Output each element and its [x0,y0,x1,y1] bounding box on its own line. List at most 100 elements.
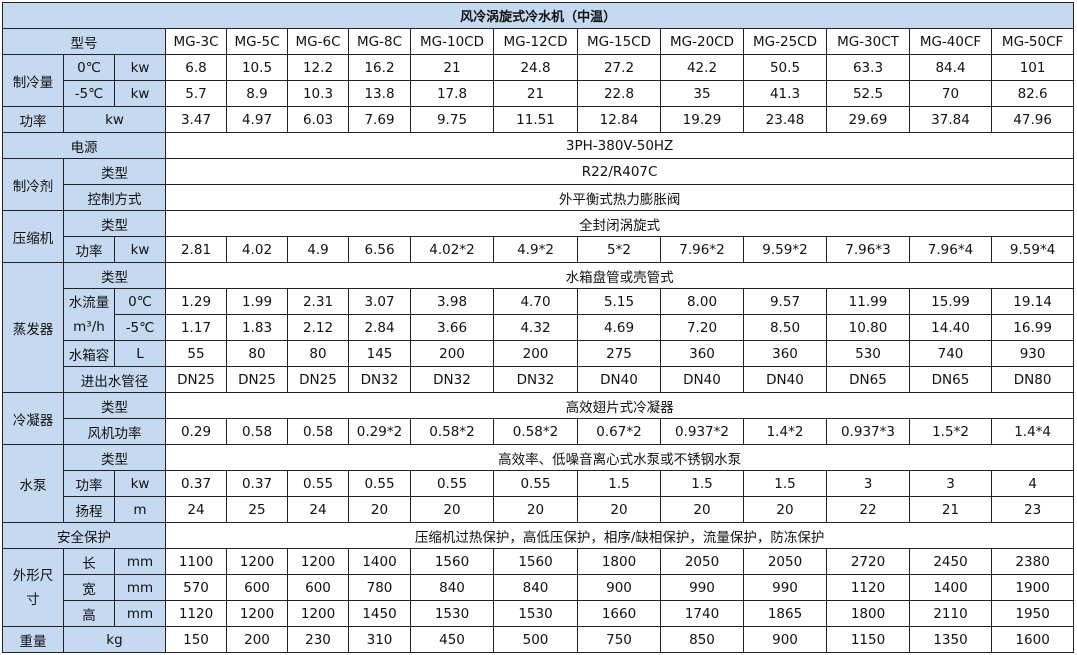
cell-cooling-m5: 17.8 [410,80,494,107]
cell-width: 600 [287,574,349,601]
cell-power: 6.03 [287,106,349,133]
cell-compressor-power: 7.96*4 [909,236,992,263]
cell-fan-power: 0.29*2 [348,418,411,445]
cell-pump-power: 1.5 [577,470,661,497]
label-model: 型号 [2,28,166,55]
label-dimensions: 外形尺寸 [2,548,64,627]
cell-width: 1900 [990,574,1075,601]
cell-width: 780 [348,574,411,601]
label-type: 类型 [63,158,166,185]
value-control: 外平衡式热力膨胀阀 [164,184,1075,211]
cell-flow-0: 5.15 [577,288,661,315]
table-row: 安全保护 压缩机过热保护，高低压保护，相序/缺相保护，流量保护，防冻保护 [2,522,1075,549]
label-condenser: 冷凝器 [2,392,64,445]
cell-height: 1450 [348,600,411,627]
cell-tank: 200 [493,340,578,367]
table-row: 水泵 类型 高效率、低噪音离心式水泵或不锈钢水泵 [2,444,1075,523]
cell-pipe: DN32 [348,366,411,393]
cell-pump-head: 24 [287,496,349,523]
label-height: 高 [63,600,115,627]
label-mm: mm [114,574,166,601]
cell-compressor-power: 9.59*2 [743,236,827,263]
label-kw: kw [114,470,166,497]
cell-cooling-0: 6.8 [165,54,227,81]
value-evaporator-type: 水箱盘管或壳管式 [164,262,1075,289]
model-name: MG-3C [165,28,227,55]
cell-flow-0: 15.99 [909,288,992,315]
cell-pipe: DN65 [909,366,992,393]
cell-length: 1400 [348,548,411,575]
value-condenser-type: 高效翅片式冷凝器 [164,392,1075,419]
cell-compressor-power: 9.59*4 [990,236,1075,263]
model-name: MG-10CD [410,28,494,55]
cell-pipe: DN40 [743,366,827,393]
label-control: 控制方式 [63,184,166,211]
cell-pump-power: 0.55 [410,470,494,497]
label-supply: 电源 [2,132,166,159]
cell-pipe: DN25 [287,366,349,393]
table-row: 制冷剂 类型 R22/R407C [2,158,1075,211]
label-type: 类型 [63,210,166,237]
label-evaporator: 蒸发器 [2,262,64,393]
label-power: 功率 [63,470,115,497]
cell-width: 840 [410,574,494,601]
cell-pump-power: 0.37 [165,470,227,497]
cell-weight: 500 [493,626,578,653]
cell-fan-power: 0.937*2 [660,418,744,445]
table-row: 制冷量 0℃ kw 6.8 10.5 12.2 16.2 21 24.8 27.2 42.2 50.5… [2,54,1075,107]
label-kw: kw [114,236,166,263]
cell-cooling-m5: 13.8 [348,80,411,107]
cell-pump-power: 0.55 [493,470,578,497]
cell-flow-m5: 4.69 [577,314,661,341]
cell-power: 3.47 [165,106,227,133]
cell-fan-power: 1.5*2 [909,418,992,445]
table-row: 型号 MG-3C MG-5C MG-6C MG-8C MG-10CD MG-12CD MG-1… [2,28,1075,55]
label-t0: 0℃ [114,288,166,315]
label-mm: mm [114,600,166,627]
label-tm5: -5℃ [63,80,115,107]
model-name: MG-15CD [577,28,661,55]
cell-flow-m5: 10.80 [826,314,910,341]
cell-compressor-power: 5*2 [577,236,661,263]
cell-flow-0: 3.98 [410,288,494,315]
model-name: MG-12CD [493,28,578,55]
table-row: 冷凝器 类型 高效翅片式冷凝器 [2,392,1075,445]
cell-cooling-m5: 22.8 [577,80,661,107]
cell-flow-m5: 1.17 [165,314,227,341]
label-kw: kw [114,54,166,81]
cell-length: 1200 [287,548,349,575]
model-name: MG-8C [348,28,411,55]
cell-power: 7.69 [348,106,411,133]
cell-width: 990 [743,574,827,601]
model-name: MG-20CD [660,28,744,55]
label-t0: 0℃ [63,54,115,81]
label-cooling: 制冷量 [2,54,64,107]
cell-tank: 930 [990,340,1075,367]
table-row: 外形尺寸长 mm 1100 1200 1200 1400 1560 1560 1800 2050 2… [2,548,1075,627]
cell-flow-0: 8.00 [660,288,744,315]
value-supply: 3PH-380V-50HZ [164,132,1075,159]
cell-pipe: DN25 [165,366,227,393]
cell-height: 1950 [990,600,1075,627]
cell-compressor-power: 4.02*2 [410,236,494,263]
cell-weight: 1150 [826,626,910,653]
cell-width: 600 [226,574,288,601]
cell-fan-power: 1.4*2 [743,418,827,445]
cell-pump-head: 25 [226,496,288,523]
label-power: 功率 [63,236,115,263]
cell-fan-power: 0.58 [226,418,288,445]
cell-cooling-0: 101 [990,54,1075,81]
table-row: 宽 mm 570 600 600 780 840 840 900 990 990 1120 1400 19… [3,574,1075,601]
cell-weight: 750 [577,626,661,653]
cell-pump-head: 20 [348,496,411,523]
cell-length: 2450 [909,548,992,575]
cell-cooling-0: 27.2 [577,54,661,81]
label-type: 类型 [63,444,166,471]
cell-weight: 150 [165,626,227,653]
model-name: MG-6C [287,28,349,55]
cell-weight: 850 [660,626,744,653]
cell-length: 2050 [660,548,744,575]
model-name: MG-50CF [990,28,1075,55]
cell-length: 1560 [493,548,578,575]
cell-flow-m5: 1.83 [226,314,288,341]
